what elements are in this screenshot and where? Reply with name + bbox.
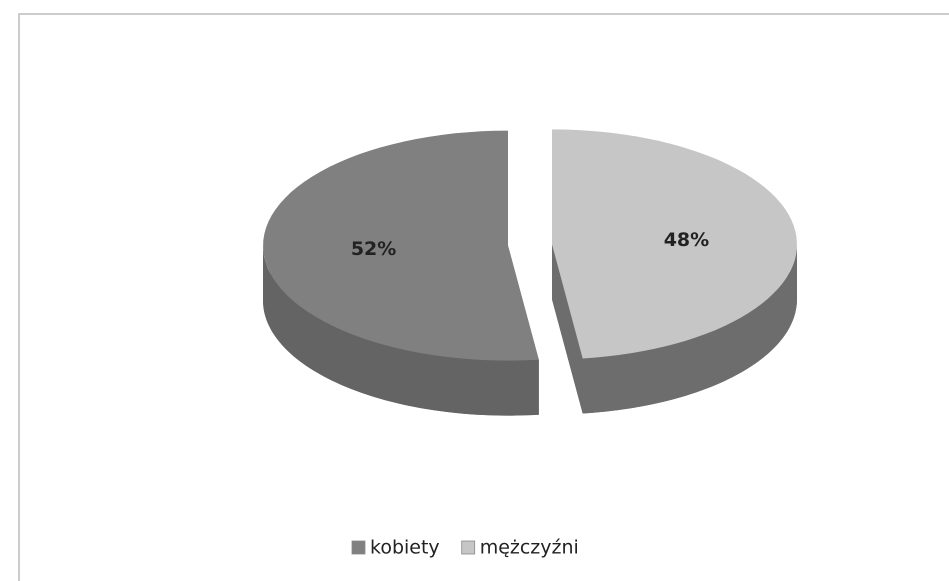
legend-label: kobiety xyxy=(370,537,440,559)
slice xyxy=(263,130,539,361)
slice-cut-face xyxy=(552,244,583,414)
data-label: 52% xyxy=(351,238,396,260)
chart-frame xyxy=(18,13,949,581)
legend-label: mężczyźni xyxy=(480,537,579,559)
slice-wall xyxy=(263,245,539,416)
legend-swatch xyxy=(461,540,476,555)
data-label: 48% xyxy=(664,229,709,251)
legend-swatch xyxy=(351,540,366,555)
slice-wall xyxy=(582,244,797,414)
slice xyxy=(552,129,797,359)
